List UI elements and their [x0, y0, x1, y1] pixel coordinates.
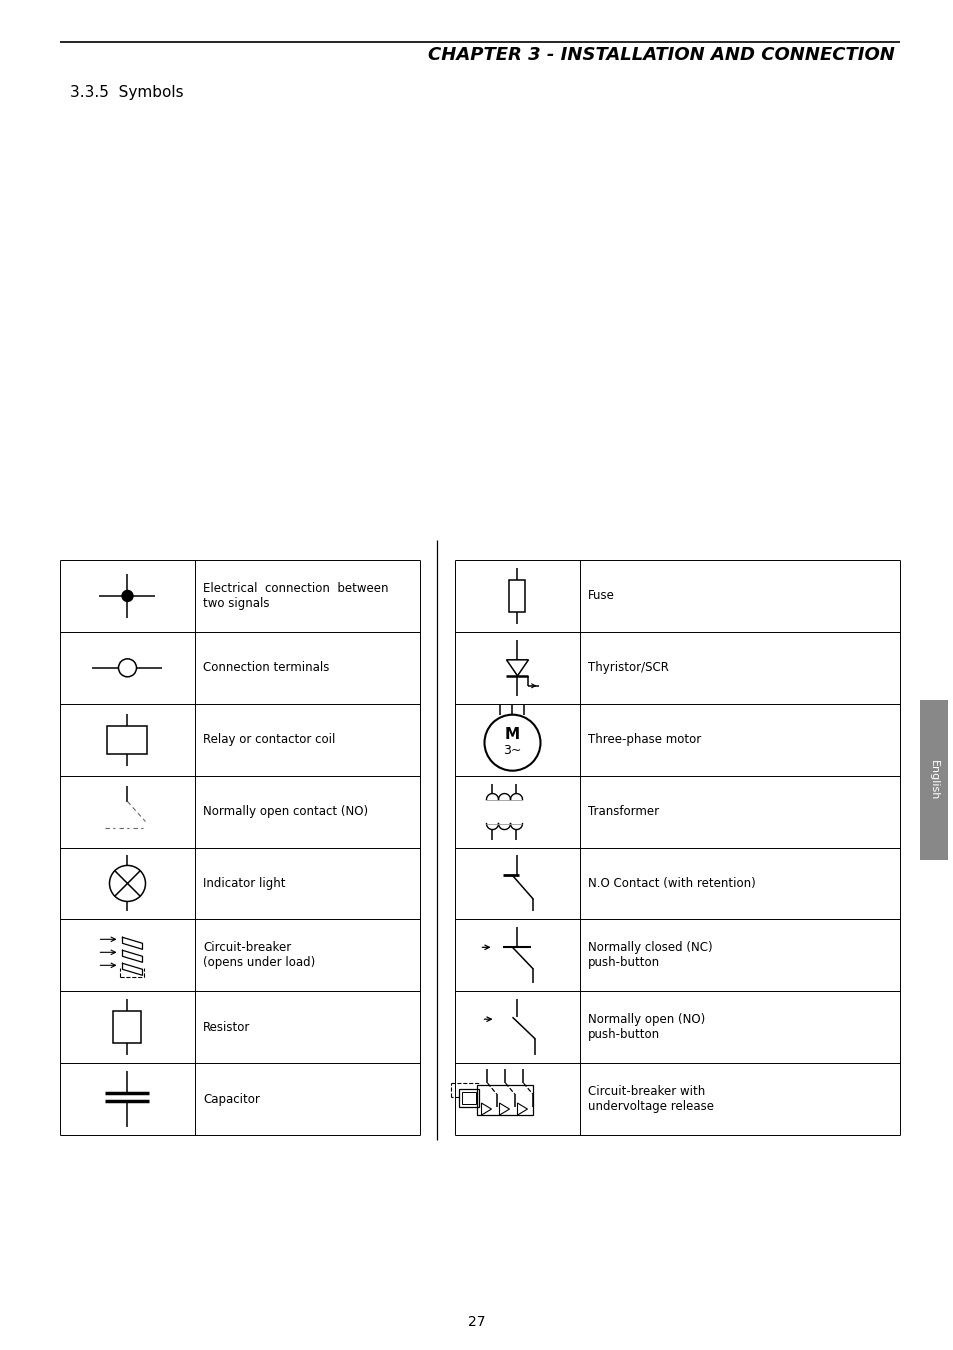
- Text: Circuit-breaker
(opens under load): Circuit-breaker (opens under load): [203, 941, 314, 969]
- Circle shape: [484, 714, 540, 771]
- Text: CHAPTER 3 - INSTALLATION AND CONNECTION: CHAPTER 3 - INSTALLATION AND CONNECTION: [428, 46, 894, 63]
- Text: Indicator light: Indicator light: [203, 878, 285, 890]
- Text: 3.3.5  Symbols: 3.3.5 Symbols: [70, 85, 183, 100]
- Bar: [919, 701, 947, 860]
- Text: Transformer: Transformer: [587, 805, 659, 818]
- Text: Electrical  connection  between
two signals: Electrical connection between two signal…: [203, 582, 388, 610]
- Circle shape: [122, 590, 132, 602]
- Bar: [113, 1011, 141, 1044]
- Bar: [108, 726, 148, 753]
- Text: English: English: [928, 760, 938, 801]
- Bar: [477, 1085, 533, 1115]
- Text: Relay or contactor coil: Relay or contactor coil: [203, 733, 335, 747]
- Text: Three-phase motor: Three-phase motor: [587, 733, 700, 747]
- Text: Resistor: Resistor: [203, 1021, 250, 1034]
- Circle shape: [118, 659, 136, 676]
- Bar: [509, 580, 525, 612]
- Text: M: M: [504, 728, 519, 743]
- Text: Normally open contact (NO): Normally open contact (NO): [203, 805, 368, 818]
- Text: Circuit-breaker with
undervoltage release: Circuit-breaker with undervoltage releas…: [587, 1085, 713, 1112]
- Bar: [459, 1089, 479, 1107]
- Bar: [462, 1092, 476, 1104]
- Text: 27: 27: [468, 1315, 485, 1328]
- Text: Thyristor/SCR: Thyristor/SCR: [587, 662, 668, 674]
- Text: 3~: 3~: [503, 744, 521, 757]
- Text: Connection terminals: Connection terminals: [203, 662, 329, 674]
- Text: N.O Contact (with retention): N.O Contact (with retention): [587, 878, 755, 890]
- Circle shape: [110, 865, 146, 902]
- Text: Normally closed (NC)
push-button: Normally closed (NC) push-button: [587, 941, 712, 969]
- Text: Fuse: Fuse: [587, 590, 615, 602]
- Text: Normally open (NO)
push-button: Normally open (NO) push-button: [587, 1014, 704, 1041]
- Text: Capacitor: Capacitor: [203, 1092, 259, 1106]
